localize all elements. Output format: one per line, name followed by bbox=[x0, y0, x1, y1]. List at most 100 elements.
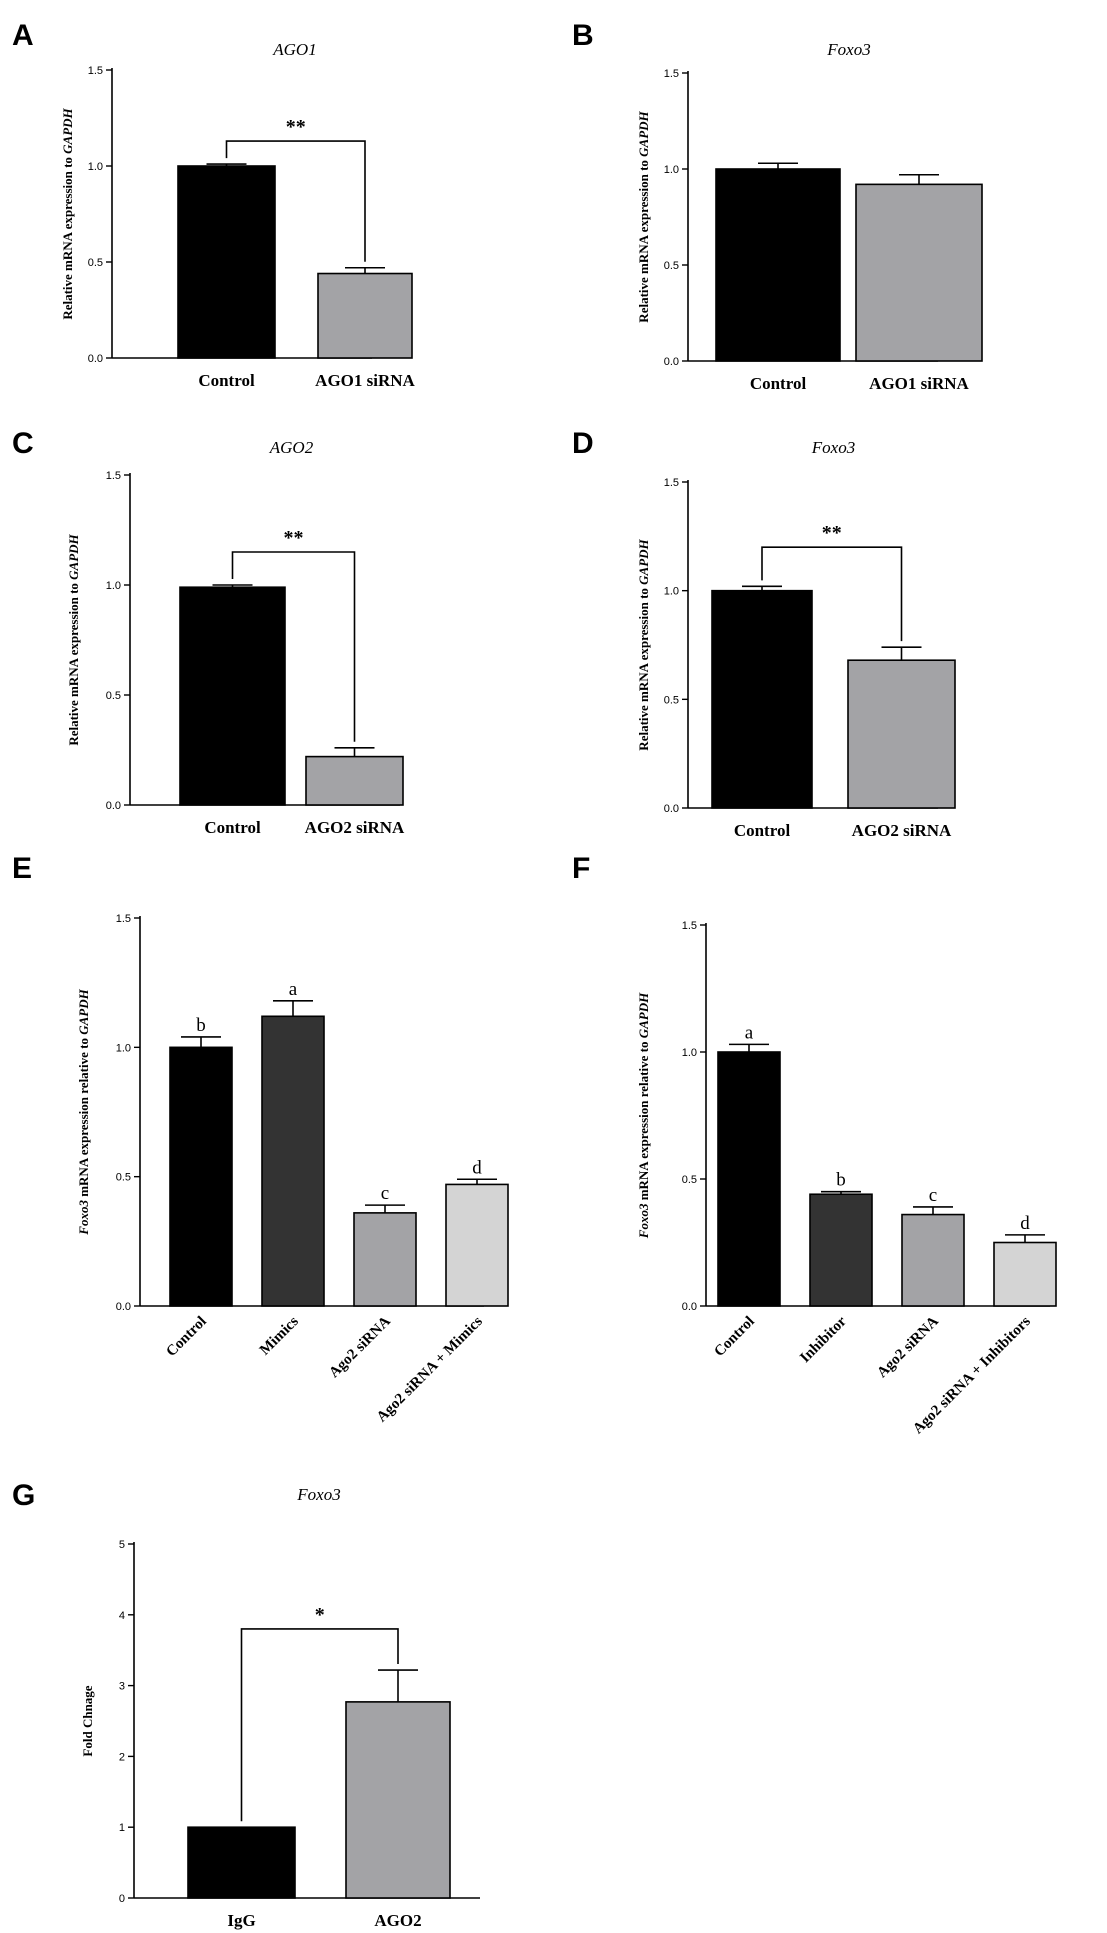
y-axis-label: Fold Chnage bbox=[80, 1685, 95, 1756]
chart-title: Foxo3 bbox=[826, 40, 870, 59]
x-tick-label: Control bbox=[198, 371, 255, 390]
significance-letter: a bbox=[289, 979, 298, 1000]
y-tick-label: 0.5 bbox=[88, 257, 103, 269]
y-tick-label: 1.0 bbox=[116, 1042, 131, 1054]
panel-letter: C bbox=[12, 427, 34, 460]
y-tick-label: 1.5 bbox=[116, 913, 131, 925]
x-tick-label: AGO2 siRNA bbox=[305, 818, 405, 837]
bar-control bbox=[711, 589, 813, 809]
significance-letter: c bbox=[381, 1183, 389, 1204]
significance-letter: d bbox=[1020, 1213, 1030, 1234]
x-tick-label: Control bbox=[750, 374, 807, 393]
y-axis-label: Relative mRNA expression to GAPDH bbox=[66, 533, 81, 745]
y-tick-label: 0 bbox=[119, 1893, 125, 1905]
panel-g: G Foxo3 0 1 2 3 4 5 Fold Chnage IgG AGO2 * bbox=[12, 1479, 480, 1930]
y-tick-label: 0.0 bbox=[664, 356, 679, 368]
panel-d: D Foxo3 0.0 0.5 1.0 1.5 Relative mRNA expressi… bbox=[572, 427, 956, 840]
significance-bracket bbox=[231, 551, 356, 742]
significance-bracket bbox=[761, 546, 903, 642]
bar-control bbox=[717, 1051, 781, 1307]
significance-letter: c bbox=[929, 1185, 937, 1206]
significance-marker: ** bbox=[286, 116, 306, 138]
y-tick-label: 1.0 bbox=[664, 164, 679, 176]
chart-title: AGO1 bbox=[272, 40, 316, 59]
y-tick-label: 1.5 bbox=[88, 65, 103, 77]
y-axis-label: Foxo3 mRNA expression relative to GAPDH bbox=[636, 992, 651, 1239]
y-axis-label: Foxo3 mRNA expression relative to GAPDH bbox=[76, 988, 91, 1235]
bar-ago2-sirna-mimics bbox=[445, 1183, 509, 1307]
y-axis-label: Relative mRNA expression to GAPDH bbox=[636, 538, 651, 750]
y-tick-label: 1.5 bbox=[682, 920, 697, 932]
x-tick-label: Mimics bbox=[257, 1313, 302, 1358]
x-tick-label: Control bbox=[734, 821, 791, 840]
y-tick-label: 1.0 bbox=[664, 586, 679, 598]
bar-ago1-sirna bbox=[855, 183, 983, 362]
significance-letter: b bbox=[836, 1170, 846, 1191]
significance-letter: b bbox=[196, 1015, 206, 1036]
panel-e: E 0.0 0.5 1.0 1.5 Foxo3 mRNA expression relat… bbox=[12, 852, 509, 1425]
significance-bracket bbox=[240, 1628, 399, 1822]
y-tick-label: 0.0 bbox=[88, 353, 103, 365]
significance-letter: d bbox=[472, 1157, 482, 1178]
significance-marker: * bbox=[315, 1604, 325, 1626]
y-tick-label: 1.5 bbox=[106, 470, 121, 482]
panel-letter: E bbox=[12, 852, 32, 885]
significance-marker: ** bbox=[822, 522, 842, 544]
y-tick-label: 0.5 bbox=[116, 1172, 131, 1184]
x-tick-label: Ago2 siRNA bbox=[874, 1313, 942, 1381]
y-tick-label: 1 bbox=[119, 1822, 125, 1834]
x-tick-label: AGO2 siRNA bbox=[852, 821, 952, 840]
x-tick-label: IgG bbox=[227, 1911, 255, 1930]
panel-letter: A bbox=[12, 19, 34, 52]
panel-letter: D bbox=[572, 427, 594, 460]
x-tick-label: Control bbox=[163, 1314, 209, 1360]
y-tick-label: 0.0 bbox=[106, 800, 121, 812]
y-tick-label: 0.5 bbox=[664, 694, 679, 706]
bar-ago2-sirna-inhibitors bbox=[993, 1241, 1057, 1307]
y-tick-label: 3 bbox=[119, 1681, 125, 1693]
bar-control bbox=[179, 586, 286, 806]
bar-ago2-sirna bbox=[901, 1213, 965, 1307]
y-tick-label: 1.5 bbox=[664, 68, 679, 80]
bar-control bbox=[177, 165, 276, 359]
panel-letter: G bbox=[12, 1479, 35, 1512]
y-tick-label: 1.0 bbox=[682, 1047, 697, 1059]
y-tick-label: 1.0 bbox=[88, 161, 103, 173]
bar-ago2-sirna bbox=[353, 1212, 417, 1307]
panel-c: C AGO2 0.0 0.5 1.0 1.5 Relative mRNA expressio… bbox=[12, 427, 405, 837]
bar-control bbox=[169, 1046, 233, 1307]
bar-ago2 bbox=[345, 1701, 451, 1899]
chart-title: Foxo3 bbox=[296, 1485, 340, 1504]
y-axis-label: Relative mRNA expression to GAPDH bbox=[636, 110, 651, 322]
bar-ago2-sirna bbox=[305, 755, 404, 806]
panel-f: F 0.0 0.5 1.0 1.5 Foxo3 mRNA expression relat… bbox=[572, 852, 1057, 1437]
y-tick-label: 0.5 bbox=[682, 1174, 697, 1186]
y-tick-label: 2 bbox=[119, 1751, 125, 1763]
y-tick-label: 5 bbox=[119, 1539, 125, 1551]
panel-letter: F bbox=[572, 852, 590, 885]
chart-title: Foxo3 bbox=[811, 438, 855, 457]
y-tick-label: 0.5 bbox=[664, 260, 679, 272]
y-tick-label: 1.5 bbox=[664, 477, 679, 489]
x-tick-label: AGO2 bbox=[374, 1911, 421, 1930]
panel-letter: B bbox=[572, 19, 594, 52]
x-tick-label: AGO1 siRNA bbox=[869, 374, 969, 393]
bar-inhibitor bbox=[809, 1193, 873, 1307]
bar-control bbox=[715, 168, 841, 362]
significance-letter: a bbox=[745, 1022, 754, 1043]
y-tick-label: 4 bbox=[119, 1610, 125, 1622]
y-tick-label: 1.0 bbox=[106, 580, 121, 592]
y-tick-label: 0.0 bbox=[682, 1301, 697, 1313]
y-tick-label: 0.0 bbox=[116, 1301, 131, 1313]
y-tick-label: 0.5 bbox=[106, 690, 121, 702]
chart-title: AGO2 bbox=[269, 438, 314, 457]
x-tick-label: Ago2 siRNA + Mimics bbox=[374, 1313, 486, 1425]
bar-ago1-sirna bbox=[317, 272, 413, 359]
x-tick-label: Control bbox=[204, 818, 261, 837]
x-tick-label: Control bbox=[711, 1314, 757, 1360]
x-tick-label: AGO1 siRNA bbox=[315, 371, 415, 390]
significance-bracket bbox=[225, 140, 366, 262]
significance-marker: ** bbox=[284, 527, 304, 549]
bar-mimics bbox=[261, 1015, 325, 1307]
